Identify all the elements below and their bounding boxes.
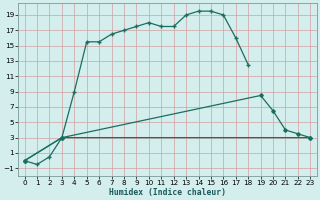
X-axis label: Humidex (Indice chaleur): Humidex (Indice chaleur) <box>109 188 226 197</box>
